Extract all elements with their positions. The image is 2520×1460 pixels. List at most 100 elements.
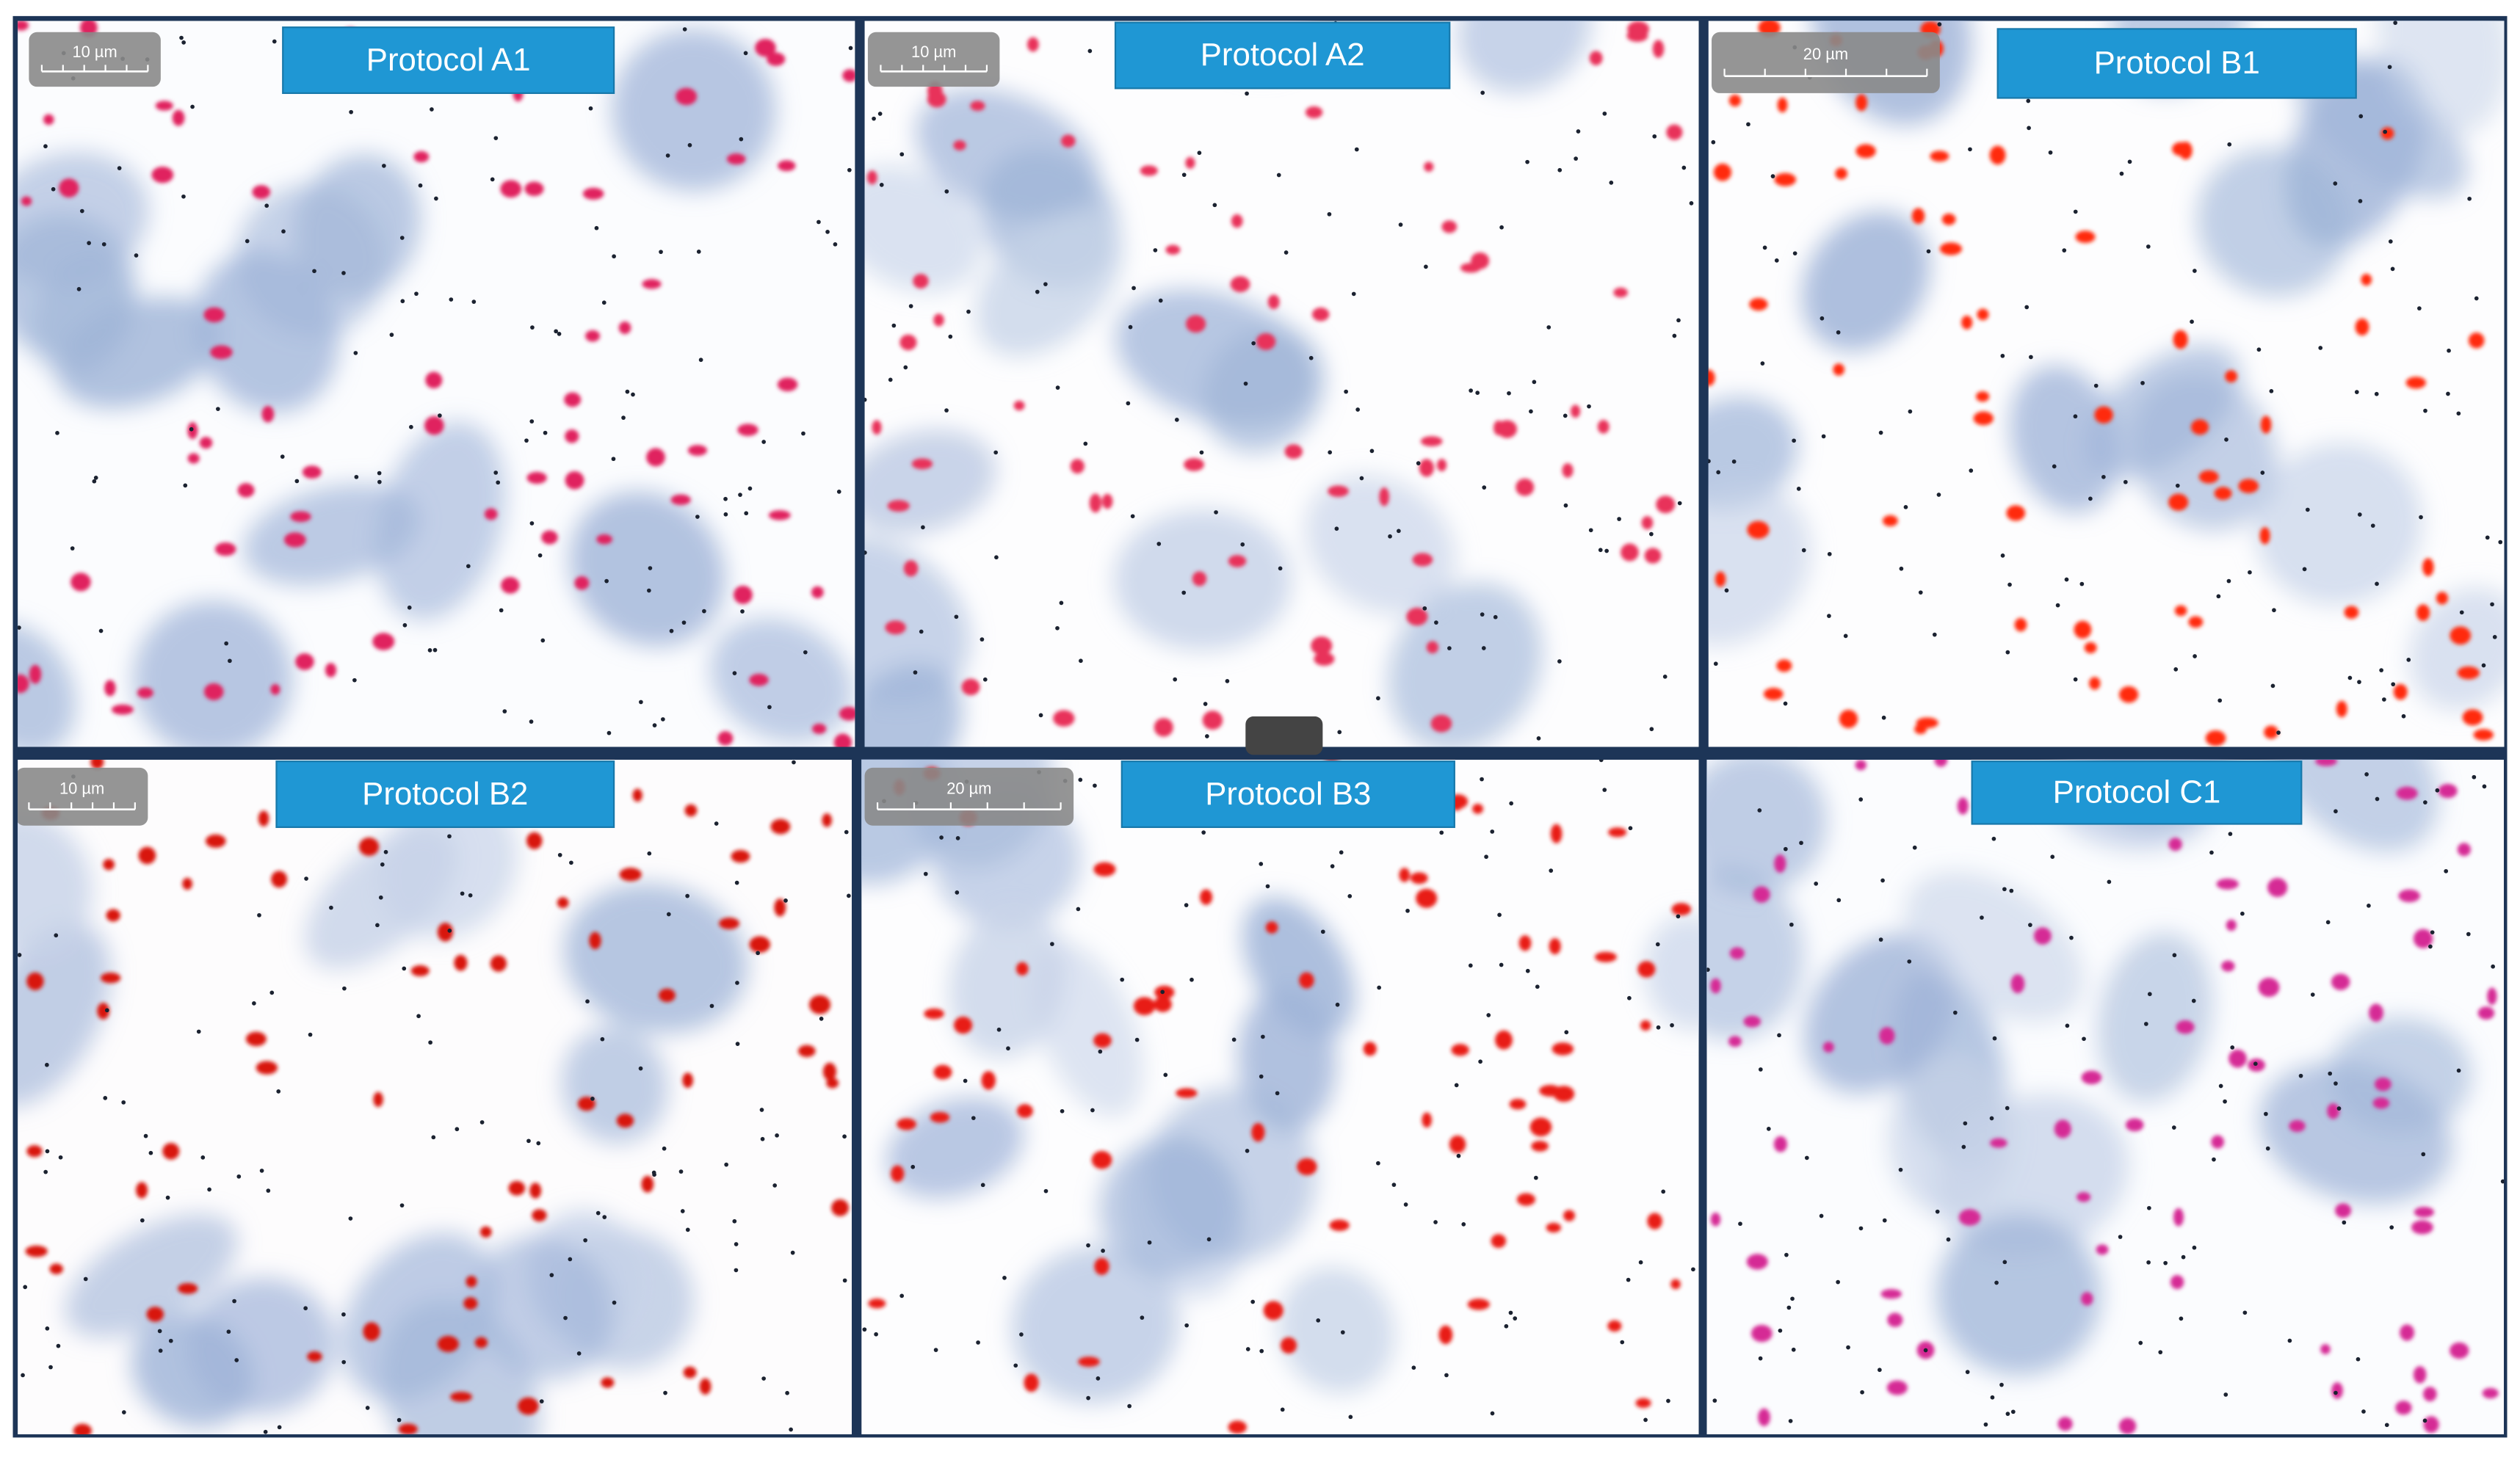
dark-signal: [1359, 476, 1364, 481]
dark-signal: [2028, 923, 2032, 927]
dark-signal: [785, 1390, 789, 1395]
dark-signal: [760, 1136, 765, 1141]
dark-signal: [1508, 1310, 1513, 1315]
cell: [1388, 582, 1543, 747]
red-signal: [1471, 252, 1490, 269]
red-signal: [596, 534, 613, 545]
cell: [2098, 932, 2213, 1103]
dark-signal: [1649, 727, 1654, 732]
dark-signal: [1786, 1305, 1792, 1310]
dark-signal: [738, 493, 742, 497]
dark-signal: [1060, 1108, 1065, 1114]
red-signal: [1228, 555, 1247, 567]
red-signal: [1822, 1042, 1834, 1053]
dark-signal: [2389, 1225, 2394, 1230]
red-signal: [137, 687, 153, 699]
dark-signal: [1316, 1318, 1321, 1323]
dark-signal: [2181, 1254, 2186, 1260]
label-box: [1971, 760, 2303, 825]
dark-signal: [158, 1348, 163, 1353]
red-signal: [872, 420, 882, 435]
red-signal: [1230, 276, 1250, 293]
dark-signal: [375, 923, 380, 928]
dark-signal: [732, 1219, 737, 1224]
dark-signal: [1173, 677, 1178, 682]
red-signal: [2398, 889, 2420, 903]
red-signal: [1165, 244, 1181, 255]
dark-signal: [1670, 1023, 1674, 1028]
dark-signal: [1536, 736, 1541, 741]
red-signal: [2462, 709, 2483, 726]
scale-bar-box: [29, 32, 161, 87]
red-signal: [70, 573, 91, 592]
dark-signal: [1147, 1240, 1152, 1245]
dark-signal: [2123, 479, 2128, 484]
cell: [2376, 21, 2505, 135]
dark-signal: [1846, 1345, 1850, 1350]
red-signal: [454, 954, 468, 971]
dark-signal: [1549, 868, 1554, 873]
label-box: [1120, 760, 1455, 828]
dark-signal: [2005, 1105, 2010, 1111]
dark-signal: [1493, 614, 1498, 620]
dark-signal: [2228, 832, 2233, 836]
dark-signal: [2430, 930, 2435, 935]
red-signal: [2423, 1416, 2439, 1434]
dark-signal: [226, 1329, 231, 1334]
cell: [1706, 759, 1828, 894]
dark-signal: [1079, 658, 1083, 664]
dark-signal: [2088, 496, 2093, 501]
dark-signal: [696, 250, 701, 254]
dark-signal: [1529, 409, 1533, 414]
red-signal: [111, 704, 134, 715]
dark-signal: [1086, 1243, 1090, 1248]
red-signal: [410, 965, 430, 977]
red-signal: [2074, 620, 2092, 639]
red-signal: [146, 1307, 164, 1322]
dark-signal: [1398, 222, 1403, 227]
scale-bar-box: [867, 32, 1000, 87]
red-signal: [1328, 485, 1349, 497]
red-signal: [755, 38, 776, 57]
dark-signal: [2356, 1357, 2361, 1362]
dark-signal: [2223, 1099, 2227, 1104]
dark-signal: [1666, 1398, 1670, 1403]
dark-signal: [604, 578, 609, 584]
dark-signal: [377, 479, 382, 484]
red-signal: [2084, 642, 2097, 654]
red-signal: [104, 680, 116, 697]
red-signal: [1594, 951, 1617, 962]
dark-signal: [1689, 201, 1694, 206]
dark-signal: [2272, 608, 2276, 613]
dark-signal: [1783, 846, 1788, 851]
red-signal: [398, 1423, 418, 1434]
dark-signal: [2009, 888, 2014, 893]
dark-signal: [2143, 1022, 2148, 1026]
dark-signal: [1991, 836, 1996, 841]
red-signal: [18, 674, 29, 694]
dark-signal: [455, 1127, 460, 1132]
red-signal: [618, 321, 631, 335]
dark-signal: [659, 250, 663, 255]
dark-signal: [621, 415, 626, 420]
dark-signal: [2190, 319, 2194, 324]
red-signal: [1652, 40, 1665, 58]
cell: [1905, 871, 2085, 1022]
red-signal: [1449, 1135, 1466, 1154]
dark-signal: [1691, 1267, 1695, 1272]
dark-signal: [352, 678, 357, 683]
dark-signal: [269, 990, 275, 995]
cell: [243, 484, 419, 586]
dark-signal: [2388, 239, 2393, 244]
dark-signal: [1724, 588, 1729, 593]
cell: [561, 1026, 668, 1144]
dark-signal: [2305, 507, 2310, 512]
red-signal: [2205, 730, 2226, 747]
red-signal: [2168, 493, 2189, 511]
red-signal: [524, 181, 544, 197]
dark-signal: [157, 1329, 162, 1334]
red-signal: [2369, 1003, 2383, 1023]
dark-signal: [740, 609, 745, 614]
red-signal: [731, 849, 750, 863]
red-signal: [699, 1378, 712, 1395]
